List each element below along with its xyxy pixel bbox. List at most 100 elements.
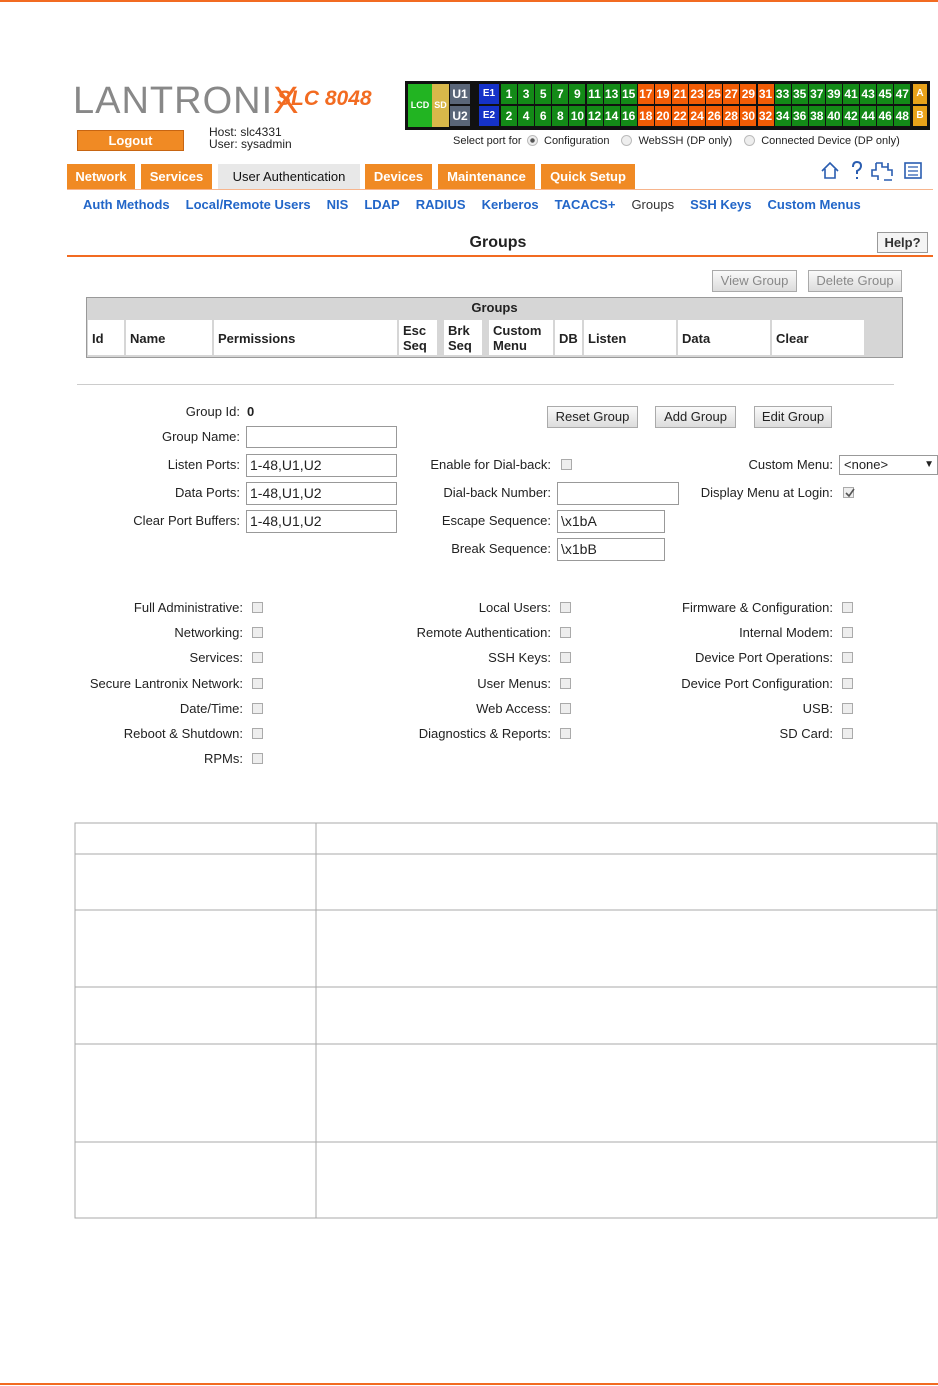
sub-nav-link[interactable]: SSH Keys	[690, 197, 752, 212]
port[interactable]: 44	[860, 106, 877, 126]
permission-checkbox[interactable]	[842, 677, 853, 689]
port[interactable]: 11	[586, 84, 603, 104]
help-button[interactable]: Help?	[877, 232, 928, 253]
display-menu-checkbox[interactable]	[843, 487, 855, 498]
permission-checkbox[interactable]	[560, 677, 571, 689]
sub-nav-link[interactable]: LDAP	[364, 197, 400, 212]
port[interactable]: 8	[552, 106, 569, 126]
port[interactable]: 32	[757, 106, 774, 126]
port-field-input[interactable]: 1-48,U1,U2	[246, 482, 397, 505]
port[interactable]: 43	[860, 84, 877, 104]
form-button[interactable]: Add Group	[655, 406, 736, 428]
port[interactable]: 14	[603, 106, 620, 126]
nav-tab[interactable]: Devices	[365, 164, 432, 189]
port[interactable]: 38	[808, 106, 825, 126]
radio[interactable]	[527, 135, 538, 146]
port[interactable]: 33	[774, 84, 791, 104]
log-icon[interactable]	[904, 162, 922, 179]
permission-checkbox[interactable]	[560, 602, 571, 613]
port[interactable]: 3	[518, 84, 535, 104]
nav-tab[interactable]: Maintenance	[438, 164, 535, 189]
port[interactable]: 21	[672, 84, 688, 104]
port[interactable]: 42	[843, 106, 859, 126]
port[interactable]: 12	[586, 106, 603, 126]
home-icon[interactable]	[821, 161, 839, 179]
port[interactable]: 5	[535, 84, 552, 104]
permission-checkbox[interactable]	[842, 602, 853, 613]
port[interactable]: 2	[501, 106, 517, 126]
port[interactable]: 23	[689, 84, 706, 104]
port[interactable]: 22	[672, 106, 688, 126]
sub-nav-link[interactable]: Auth Methods	[83, 197, 170, 212]
port[interactable]: 28	[723, 106, 740, 126]
list-button[interactable]: View Group	[712, 270, 797, 292]
port[interactable]: 47	[894, 84, 911, 104]
nav-tab[interactable]: User Authentication	[218, 164, 360, 189]
dialback-checkbox[interactable]	[561, 459, 572, 470]
port[interactable]: 31	[757, 84, 774, 104]
port-field-input[interactable]: 1-48,U1,U2	[246, 510, 397, 533]
permission-checkbox[interactable]	[560, 652, 571, 664]
sub-nav-link[interactable]: Custom Menus	[767, 197, 861, 212]
permission-checkbox[interactable]	[842, 652, 853, 664]
group-name-input[interactable]	[246, 426, 397, 448]
permission-checkbox[interactable]	[252, 602, 263, 613]
permission-checkbox[interactable]	[252, 627, 263, 639]
port[interactable]: 10	[569, 106, 586, 126]
permission-checkbox[interactable]	[252, 728, 263, 739]
sub-nav-link[interactable]: Kerberos	[481, 197, 539, 212]
port[interactable]: 48	[894, 106, 911, 126]
port[interactable]: 20	[654, 106, 671, 126]
port[interactable]: 39	[825, 84, 842, 104]
port[interactable]: 45	[877, 84, 894, 104]
nav-tab[interactable]: Services	[141, 164, 212, 189]
port[interactable]: 46	[877, 106, 894, 126]
port[interactable]: 29	[740, 84, 757, 104]
port[interactable]: 25	[706, 84, 723, 104]
port[interactable]: 35	[791, 84, 808, 104]
port[interactable]: 27	[723, 84, 740, 104]
radio[interactable]	[744, 135, 756, 146]
port[interactable]: 41	[843, 84, 859, 104]
sub-nav-link[interactable]: RADIUS	[415, 197, 466, 212]
sub-nav-link[interactable]: NIS	[326, 197, 349, 212]
permission-checkbox[interactable]	[252, 677, 263, 689]
port[interactable]: 18	[637, 106, 654, 126]
port[interactable]: 15	[620, 84, 637, 104]
nav-tab[interactable]: Quick Setup	[541, 164, 635, 189]
port[interactable]: 19	[654, 84, 671, 104]
nav-tab[interactable]: Network	[67, 164, 135, 189]
permission-checkbox[interactable]	[252, 753, 263, 765]
port[interactable]: 13	[603, 84, 620, 104]
port[interactable]: 34	[774, 106, 791, 126]
permission-checkbox[interactable]	[560, 702, 571, 714]
logout-button[interactable]: Logout	[77, 130, 184, 151]
port[interactable]: 30	[740, 106, 757, 126]
port[interactable]: 7	[552, 84, 569, 104]
port[interactable]: 24	[689, 106, 706, 126]
port[interactable]: 1	[501, 84, 517, 104]
radio[interactable]	[621, 135, 633, 146]
sequence-input[interactable]: \x1bA	[557, 510, 665, 533]
permission-checkbox[interactable]	[252, 702, 263, 714]
sub-nav-link[interactable]: TACACS+	[554, 197, 616, 212]
network-icon[interactable]	[871, 162, 893, 181]
dialback-number-input[interactable]	[557, 482, 679, 505]
port[interactable]: 9	[569, 84, 586, 104]
custom-menu-select[interactable]: <none> ▼	[839, 455, 938, 475]
permission-checkbox[interactable]	[252, 652, 263, 664]
permission-checkbox[interactable]	[842, 728, 853, 739]
sequence-input[interactable]: \x1bB	[557, 538, 665, 561]
port-field-input[interactable]: 1-48,U1,U2	[246, 454, 397, 477]
port[interactable]: 36	[791, 106, 808, 126]
port[interactable]: 40	[825, 106, 842, 126]
port[interactable]: 16	[620, 106, 637, 126]
port[interactable]: 17	[637, 84, 654, 104]
permission-checkbox[interactable]	[842, 627, 853, 639]
permission-checkbox[interactable]	[560, 627, 571, 639]
permission-checkbox[interactable]	[560, 728, 571, 739]
list-button[interactable]: Delete Group	[808, 270, 902, 292]
form-button[interactable]: Reset Group	[547, 406, 638, 428]
permission-checkbox[interactable]	[842, 702, 853, 714]
sub-nav-link[interactable]: Groups	[631, 197, 675, 212]
